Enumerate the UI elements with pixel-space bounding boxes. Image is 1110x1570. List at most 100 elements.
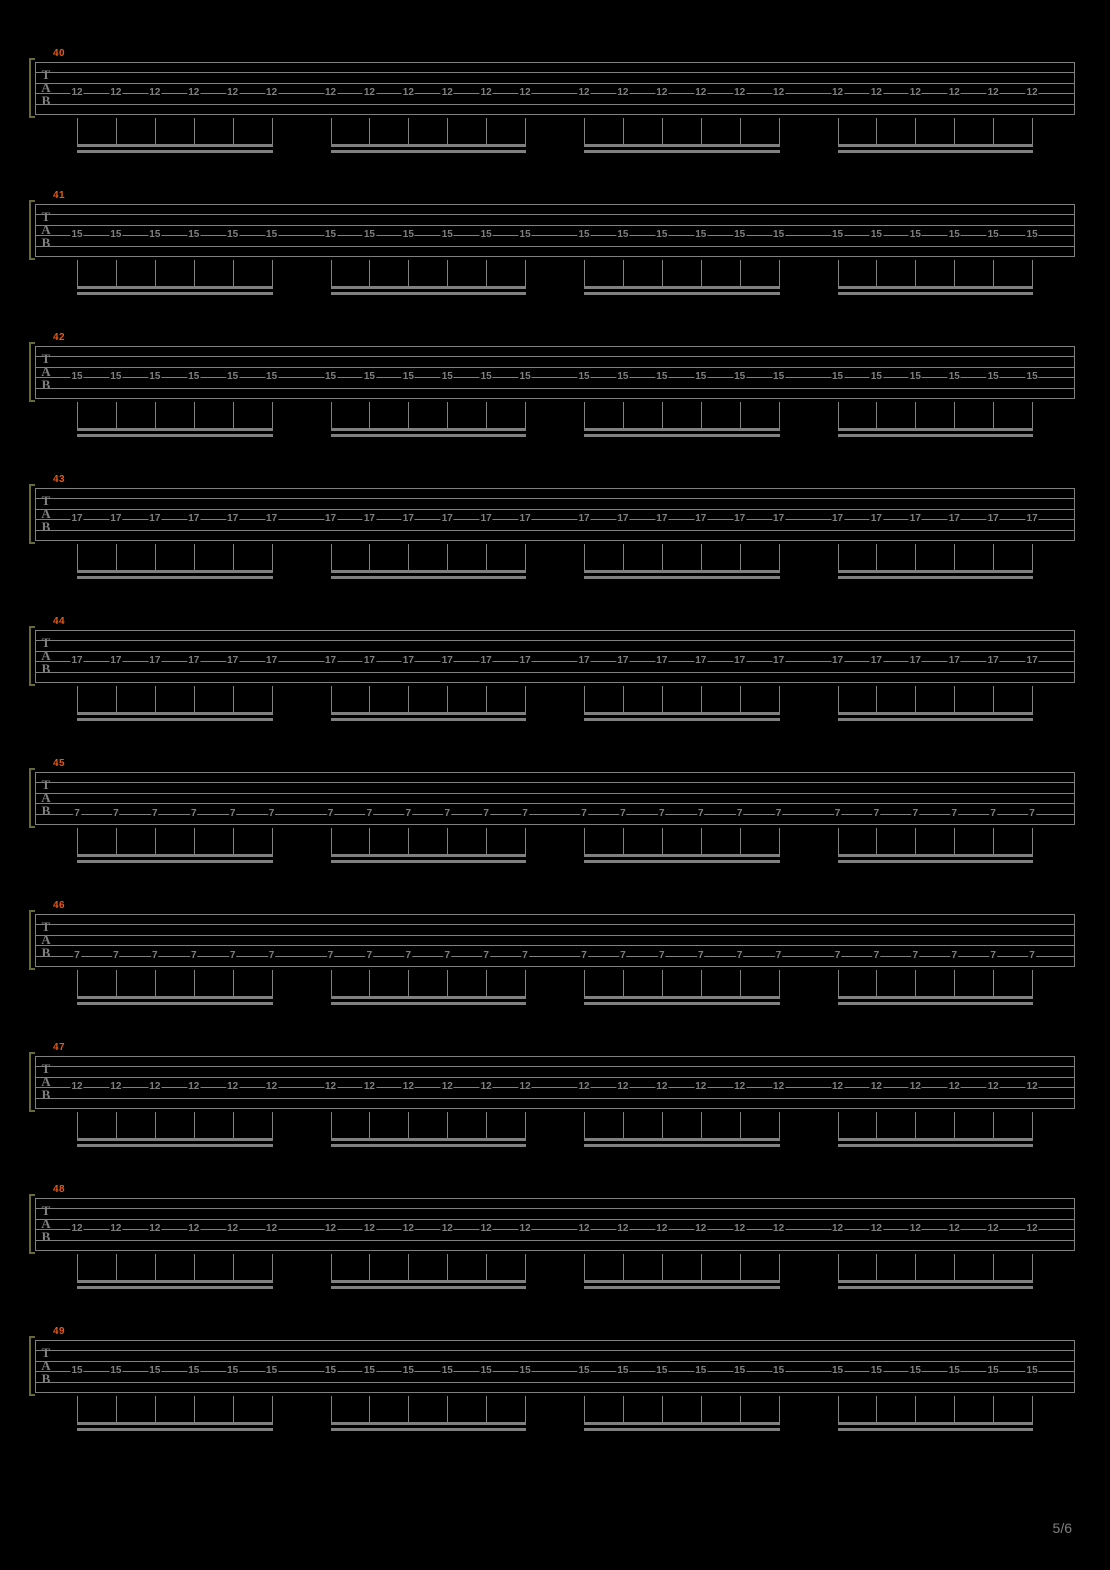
beam <box>838 854 1034 857</box>
measure-number: 41 <box>53 190 65 201</box>
note-stem <box>369 686 370 712</box>
tab-note: 17 <box>577 514 590 524</box>
tab-note: 15 <box>1026 230 1039 240</box>
beam <box>331 996 527 999</box>
note-stem <box>954 828 955 854</box>
tab-staff: TAB1515151515151515151515151515151515151… <box>35 1340 1075 1392</box>
tab-note: 17 <box>733 514 746 524</box>
tab-note: 15 <box>948 372 961 382</box>
tab-note: 7 <box>580 951 588 961</box>
note-stem <box>331 260 332 286</box>
tab-note: 15 <box>109 372 122 382</box>
note-stem <box>194 686 195 712</box>
tab-note: 15 <box>909 230 922 240</box>
tab-note: 12 <box>363 1082 376 1092</box>
note-stem <box>876 260 877 286</box>
tab-note: 12 <box>987 88 1000 98</box>
note-stem <box>486 1396 487 1422</box>
note-stem <box>233 970 234 996</box>
note-stem <box>915 1396 916 1422</box>
note-stem <box>876 1254 877 1280</box>
rhythm-container <box>71 970 1075 1014</box>
beam <box>77 1422 273 1425</box>
tab-note: 7 <box>521 809 529 819</box>
note-stem <box>993 1254 994 1280</box>
tab-note: 12 <box>1026 1082 1039 1092</box>
note-stem <box>740 1396 741 1422</box>
note-stem <box>525 1396 526 1422</box>
tab-note: 12 <box>265 1082 278 1092</box>
tab-note: 12 <box>324 1082 337 1092</box>
note-stem <box>447 1112 448 1138</box>
note-stem <box>77 402 78 428</box>
rhythm-container <box>71 1254 1075 1298</box>
tab-staff-row: 42TAB15151515151515151515151515151515151… <box>35 332 1075 464</box>
beam <box>331 1286 527 1289</box>
tab-note: 12 <box>772 88 785 98</box>
tab-note: 17 <box>655 656 668 666</box>
note-stem <box>116 1396 117 1422</box>
beam <box>584 428 780 431</box>
note-stem <box>447 544 448 570</box>
barline-left <box>35 1198 36 1250</box>
note-stem <box>993 118 994 144</box>
note-stem <box>155 686 156 712</box>
tab-note: 12 <box>519 1224 532 1234</box>
note-stem <box>876 686 877 712</box>
note-stem <box>876 1112 877 1138</box>
tab-note: 17 <box>772 656 785 666</box>
note-stem <box>447 260 448 286</box>
tab-note: 7 <box>405 809 413 819</box>
tab-note: 7 <box>521 951 529 961</box>
note-stem <box>194 1254 195 1280</box>
note-stem <box>116 118 117 144</box>
note-stem <box>915 828 916 854</box>
note-stem <box>77 1254 78 1280</box>
tab-note: 17 <box>694 514 707 524</box>
note-stem <box>993 1396 994 1422</box>
notes-container: 1212121212121212121212121212121212121212… <box>71 62 1075 114</box>
tab-note: 7 <box>736 951 744 961</box>
note-stem <box>369 260 370 286</box>
barline-left <box>35 62 36 114</box>
note-stem <box>662 402 663 428</box>
note-stem <box>740 970 741 996</box>
tab-clef: TAB <box>39 352 53 391</box>
beam <box>331 576 527 579</box>
note-stem <box>155 1254 156 1280</box>
staff-line <box>35 540 1075 541</box>
tab-note: 12 <box>226 88 239 98</box>
tab-note: 7 <box>151 809 159 819</box>
tab-note: 7 <box>190 951 198 961</box>
tab-clef-letter: B <box>39 662 53 675</box>
note-stem <box>525 118 526 144</box>
tab-note: 17 <box>324 656 337 666</box>
tab-note: 12 <box>694 88 707 98</box>
note-stem <box>233 1112 234 1138</box>
tab-note: 12 <box>870 1224 883 1234</box>
note-stem <box>116 544 117 570</box>
note-stem <box>77 828 78 854</box>
note-stem <box>486 260 487 286</box>
tab-note: 17 <box>402 656 415 666</box>
tab-staff: TAB1515151515151515151515151515151515151… <box>35 204 1075 256</box>
note-stem <box>954 260 955 286</box>
note-stem <box>194 402 195 428</box>
tab-note: 15 <box>870 372 883 382</box>
beam <box>838 570 1034 573</box>
tab-clef: TAB <box>39 494 53 533</box>
tab-note: 12 <box>70 88 83 98</box>
page-number: 5/6 <box>1053 1520 1072 1536</box>
rhythm-container <box>71 1396 1075 1440</box>
note-stem <box>369 544 370 570</box>
measure-number: 42 <box>53 332 65 343</box>
note-stem <box>915 544 916 570</box>
note-stem <box>525 402 526 428</box>
note-stem <box>740 1254 741 1280</box>
note-stem <box>525 1112 526 1138</box>
tab-clef-letter: B <box>39 1230 53 1243</box>
tab-note: 15 <box>324 372 337 382</box>
note-stem <box>369 1112 370 1138</box>
note-stem <box>369 1254 370 1280</box>
note-stem <box>116 686 117 712</box>
